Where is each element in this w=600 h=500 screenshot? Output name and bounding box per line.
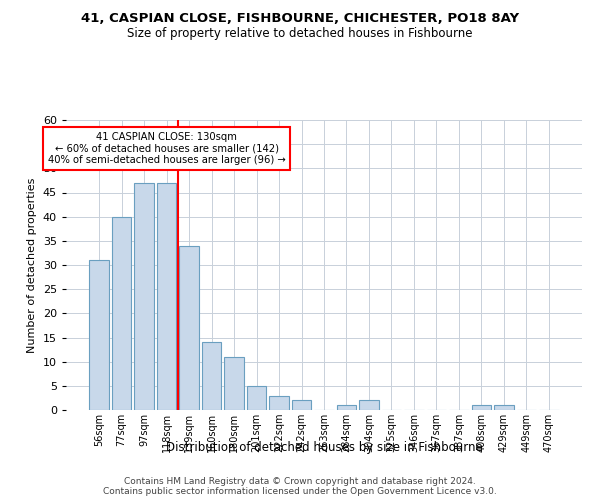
Bar bbox=[269, 396, 289, 410]
Bar bbox=[179, 246, 199, 410]
Text: Contains HM Land Registry data © Crown copyright and database right 2024.: Contains HM Land Registry data © Crown c… bbox=[124, 476, 476, 486]
Text: Size of property relative to detached houses in Fishbourne: Size of property relative to detached ho… bbox=[127, 28, 473, 40]
Text: Contains public sector information licensed under the Open Government Licence v3: Contains public sector information licen… bbox=[103, 486, 497, 496]
Bar bbox=[89, 260, 109, 410]
Bar bbox=[112, 216, 131, 410]
Bar bbox=[224, 357, 244, 410]
Bar bbox=[472, 405, 491, 410]
Bar bbox=[157, 183, 176, 410]
Bar bbox=[337, 405, 356, 410]
Y-axis label: Number of detached properties: Number of detached properties bbox=[27, 178, 37, 352]
Bar bbox=[292, 400, 311, 410]
Text: 41 CASPIAN CLOSE: 130sqm
← 60% of detached houses are smaller (142)
40% of semi-: 41 CASPIAN CLOSE: 130sqm ← 60% of detach… bbox=[47, 132, 286, 166]
Bar bbox=[359, 400, 379, 410]
Text: Distribution of detached houses by size in Fishbourne: Distribution of detached houses by size … bbox=[166, 441, 482, 454]
Bar bbox=[134, 183, 154, 410]
Bar bbox=[202, 342, 221, 410]
Bar bbox=[247, 386, 266, 410]
Text: 41, CASPIAN CLOSE, FISHBOURNE, CHICHESTER, PO18 8AY: 41, CASPIAN CLOSE, FISHBOURNE, CHICHESTE… bbox=[81, 12, 519, 26]
Bar bbox=[494, 405, 514, 410]
